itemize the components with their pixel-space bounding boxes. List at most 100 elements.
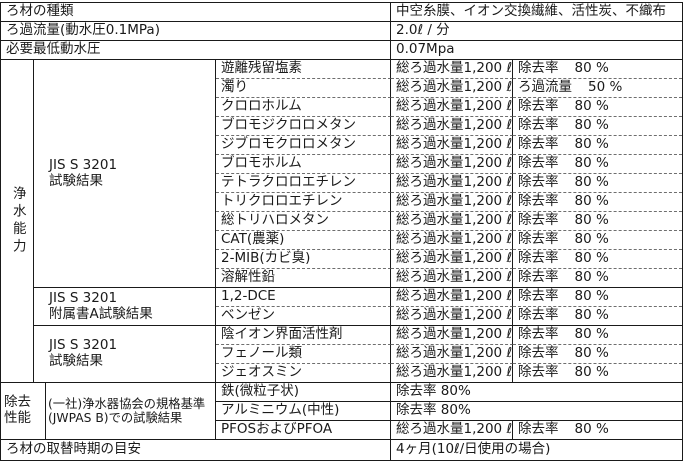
substance-cell: テトラクロロエチレン: [216, 174, 391, 193]
filter-media-type-value: 中空糸膜、イオン交換繊維、活性炭、不織布: [391, 3, 682, 22]
volume-cell: 総ろ過水量 1,200 ℓ: [391, 288, 513, 307]
rate-cell: 除去率 80 %: [513, 136, 682, 155]
volume-cell: 総ろ過水量 1,200 ℓ: [391, 174, 513, 193]
rate-label: 除去率: [518, 269, 559, 286]
rate-label: 除去率: [518, 326, 559, 343]
volume-label: 総ろ過水量: [396, 421, 464, 438]
substance-cell: CAT(農薬): [216, 231, 391, 250]
volume-label: 総ろ過水量: [396, 174, 464, 191]
volume-cell: 総ろ過水量 1,200 ℓ: [391, 364, 513, 383]
rate-cell: 除去率 80 %: [513, 288, 682, 307]
rate-cell: 除去率 80 %: [513, 326, 682, 345]
rate-value: 80 %: [574, 117, 609, 134]
substance-cell: ブロモホルム: [216, 155, 391, 174]
volume-label: 総ろ過水量: [396, 155, 464, 172]
jwpas-test-label: (一社)浄水器協会の規格基準 (JWPAS B)での試験結果: [46, 383, 216, 440]
volume-value: 1,200 ℓ: [463, 269, 513, 286]
volume-value: 1,200 ℓ: [463, 117, 513, 134]
volume-cell: 総ろ過水量 1,200 ℓ: [391, 212, 513, 231]
substance-cell: 1,2-DCE: [216, 288, 391, 307]
jis1-test-label: JIS S 3201 試験結果: [34, 60, 216, 288]
volume-cell: 総ろ過水量 1,200 ℓ: [391, 307, 513, 326]
volume-cell: 総ろ過水量 1,200 ℓ: [391, 421, 513, 440]
rate-cell: 除去率 80 %: [513, 250, 682, 269]
substance-cell: 総トリハロメタン: [216, 212, 391, 231]
jis1-test-label-line1: JIS S 3201: [49, 156, 118, 173]
rate-cell: 除去率 80 %: [513, 174, 682, 193]
volume-value: 1,200 ℓ: [463, 136, 513, 153]
rate-label: 除去率: [518, 117, 559, 134]
rate-value: 80 %: [574, 326, 609, 343]
jwpas-test-label-line2: (JWPAS B)での試験結果: [48, 411, 183, 425]
volume-cell: 総ろ過水量 1,200 ℓ: [391, 79, 513, 98]
rate-value: 80 %: [574, 174, 609, 191]
volume-value: 1,200 ℓ: [463, 60, 513, 77]
rate-value: 80 %: [574, 60, 609, 77]
volume-value: 1,200 ℓ: [463, 231, 513, 248]
volume-value: 1,200 ℓ: [463, 345, 513, 362]
jis2-test-label-line1: JIS S 3201: [49, 289, 118, 306]
substance-cell: 陰イオン界面活性剤: [216, 326, 391, 345]
rate-cell: 除去率 80 %: [513, 117, 682, 136]
volume-cell: 総ろ過水量 1,200 ℓ: [391, 155, 513, 174]
jis2-test-label: JIS S 3201 附属書A試験結果: [34, 288, 216, 326]
rate-label: 除去率: [518, 98, 559, 115]
rate-label: 除去率: [518, 136, 559, 153]
volume-value: 1,200 ℓ: [463, 250, 513, 267]
rate-cell: 除去率 80 %: [513, 155, 682, 174]
rate-value: 80 %: [574, 212, 609, 229]
volume-value: 1,200 ℓ: [463, 421, 513, 438]
rate-value: 80 %: [574, 364, 609, 381]
group-label-removal-line1: 除去: [4, 394, 31, 411]
filter-media-type-label: ろ材の種類: [1, 3, 391, 22]
rate-cell: 除去率 80 %: [513, 364, 682, 383]
rate-value: 80 %: [574, 250, 609, 267]
rate-value: 50 %: [588, 79, 623, 96]
volume-label: 総ろ過水量: [396, 60, 464, 77]
jis3-test-label-line1: JIS S 3201: [49, 337, 118, 354]
substance-cell: トリクロロエチレン: [216, 193, 391, 212]
rate-label: 除去率: [518, 155, 559, 172]
volume-value: 1,200 ℓ: [463, 288, 513, 305]
volume-cell: 総ろ過水量 1,200 ℓ: [391, 98, 513, 117]
rate-label: 除去率: [518, 345, 559, 362]
rate-cell: 除去率 80 %: [513, 193, 682, 212]
rate-cell: 除去率 80 %: [513, 212, 682, 231]
volume-label: 総ろ過水量: [396, 345, 464, 362]
substance-cell: アルミニウム(中性): [216, 402, 391, 421]
substance-cell: ベンゼン: [216, 307, 391, 326]
rate-cell: ろ過流量 50 %: [513, 79, 682, 98]
volume-cell: 総ろ過水量 1,200 ℓ: [391, 345, 513, 364]
volume-cell: 総ろ過水量 1,200 ℓ: [391, 269, 513, 288]
jwpas-test-label-line1: (一社)浄水器協会の規格基準: [48, 396, 206, 411]
rate-label: 除去率: [518, 288, 559, 305]
replacement-period-value: 4ヶ月(10ℓ/日使用の場合): [396, 441, 551, 458]
volume-cell: 総ろ過水量 1,200 ℓ: [391, 193, 513, 212]
volume-label: 総ろ過水量: [396, 117, 464, 134]
volume-label: 総ろ過水量: [396, 98, 464, 115]
volume-cell: 総ろ過水量 1,200 ℓ: [391, 250, 513, 269]
rate-value: 80 %: [574, 231, 609, 248]
volume-value: 1,200 ℓ: [463, 174, 513, 191]
substance-cell: ジェオスミン: [216, 364, 391, 383]
volume-label: 総ろ過水量: [396, 364, 464, 381]
substance-cell: 鉄(微粒子状): [216, 383, 391, 402]
rate-label: 除去率: [518, 193, 559, 210]
rate-cell: 除去率 80 %: [513, 307, 682, 326]
volume-value: 1,200 ℓ: [463, 364, 513, 381]
removal-value-cell: 除去率 80%: [391, 402, 682, 421]
jis3-test-label: JIS S 3201 試験結果: [34, 326, 216, 383]
rate-label: 除去率: [518, 250, 559, 267]
rate-cell: 除去率 80 %: [513, 98, 682, 117]
rate-value: 80 %: [574, 421, 609, 438]
volume-label: 総ろ過水量: [396, 136, 464, 153]
group-label-purification: 浄水能力: [1, 60, 34, 383]
rate-label: 除去率: [518, 421, 559, 438]
substance-cell: 溶解性鉛: [216, 269, 391, 288]
volume-label: 総ろ過水量: [396, 269, 464, 286]
rate-value: 80 %: [574, 155, 609, 172]
flow-rate-value: 2.0ℓ / 分: [391, 22, 682, 41]
rate-cell: 除去率 80 %: [513, 60, 682, 79]
rate-label: 除去率: [518, 364, 559, 381]
rate-value: 80 %: [574, 288, 609, 305]
